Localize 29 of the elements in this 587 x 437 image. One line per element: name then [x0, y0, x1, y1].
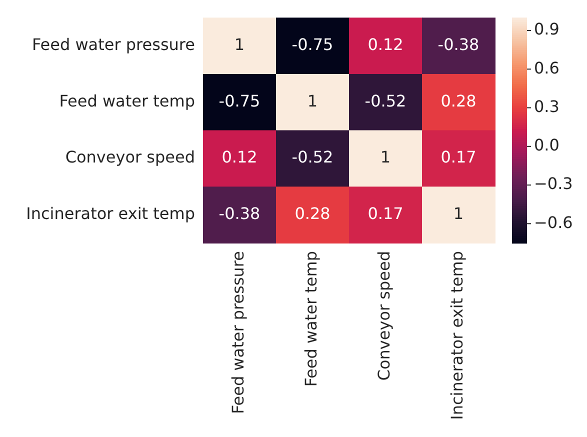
data-label: 0.17	[440, 148, 476, 167]
y-tick-label: Feed water temp	[59, 91, 195, 110]
data-label: -0.52	[292, 148, 334, 167]
data-label: -0.75	[218, 91, 260, 110]
color-bar-label: 0.3	[534, 96, 560, 116]
x-tick-label: Feed water temp	[302, 251, 321, 387]
data-label: 0.12	[368, 34, 404, 54]
data-label: 0.12	[222, 148, 258, 167]
color-bar-label: 0.6	[534, 58, 560, 78]
data-label: -0.52	[364, 91, 406, 110]
data-label: 0.17	[368, 204, 404, 223]
x-tick-label: Incinerator exit temp	[448, 251, 467, 420]
data-label: 1	[234, 34, 245, 54]
data-label: 0.28	[440, 91, 476, 110]
data-label: 1	[380, 148, 391, 167]
color-bar-label: −0.6	[534, 212, 573, 232]
color-bar-label: 0.0	[534, 136, 560, 155]
y-tick-label: Conveyor speed	[65, 148, 195, 167]
data-label: 0.28	[294, 204, 330, 223]
data-label: 1	[307, 91, 318, 110]
color-bar-label: 0.9	[534, 20, 560, 39]
data-label: -0.38	[438, 34, 480, 54]
data-label: -0.38	[218, 204, 260, 223]
y-tick-label: Feed water pressure	[32, 34, 195, 54]
x-tick-label: Conveyor speed	[374, 251, 394, 381]
data-label: 1	[453, 204, 464, 223]
color-bar-label: −0.3	[534, 174, 573, 194]
data-label: -0.75	[292, 34, 334, 54]
y-tick-label: Incinerator exit temp	[26, 204, 195, 223]
